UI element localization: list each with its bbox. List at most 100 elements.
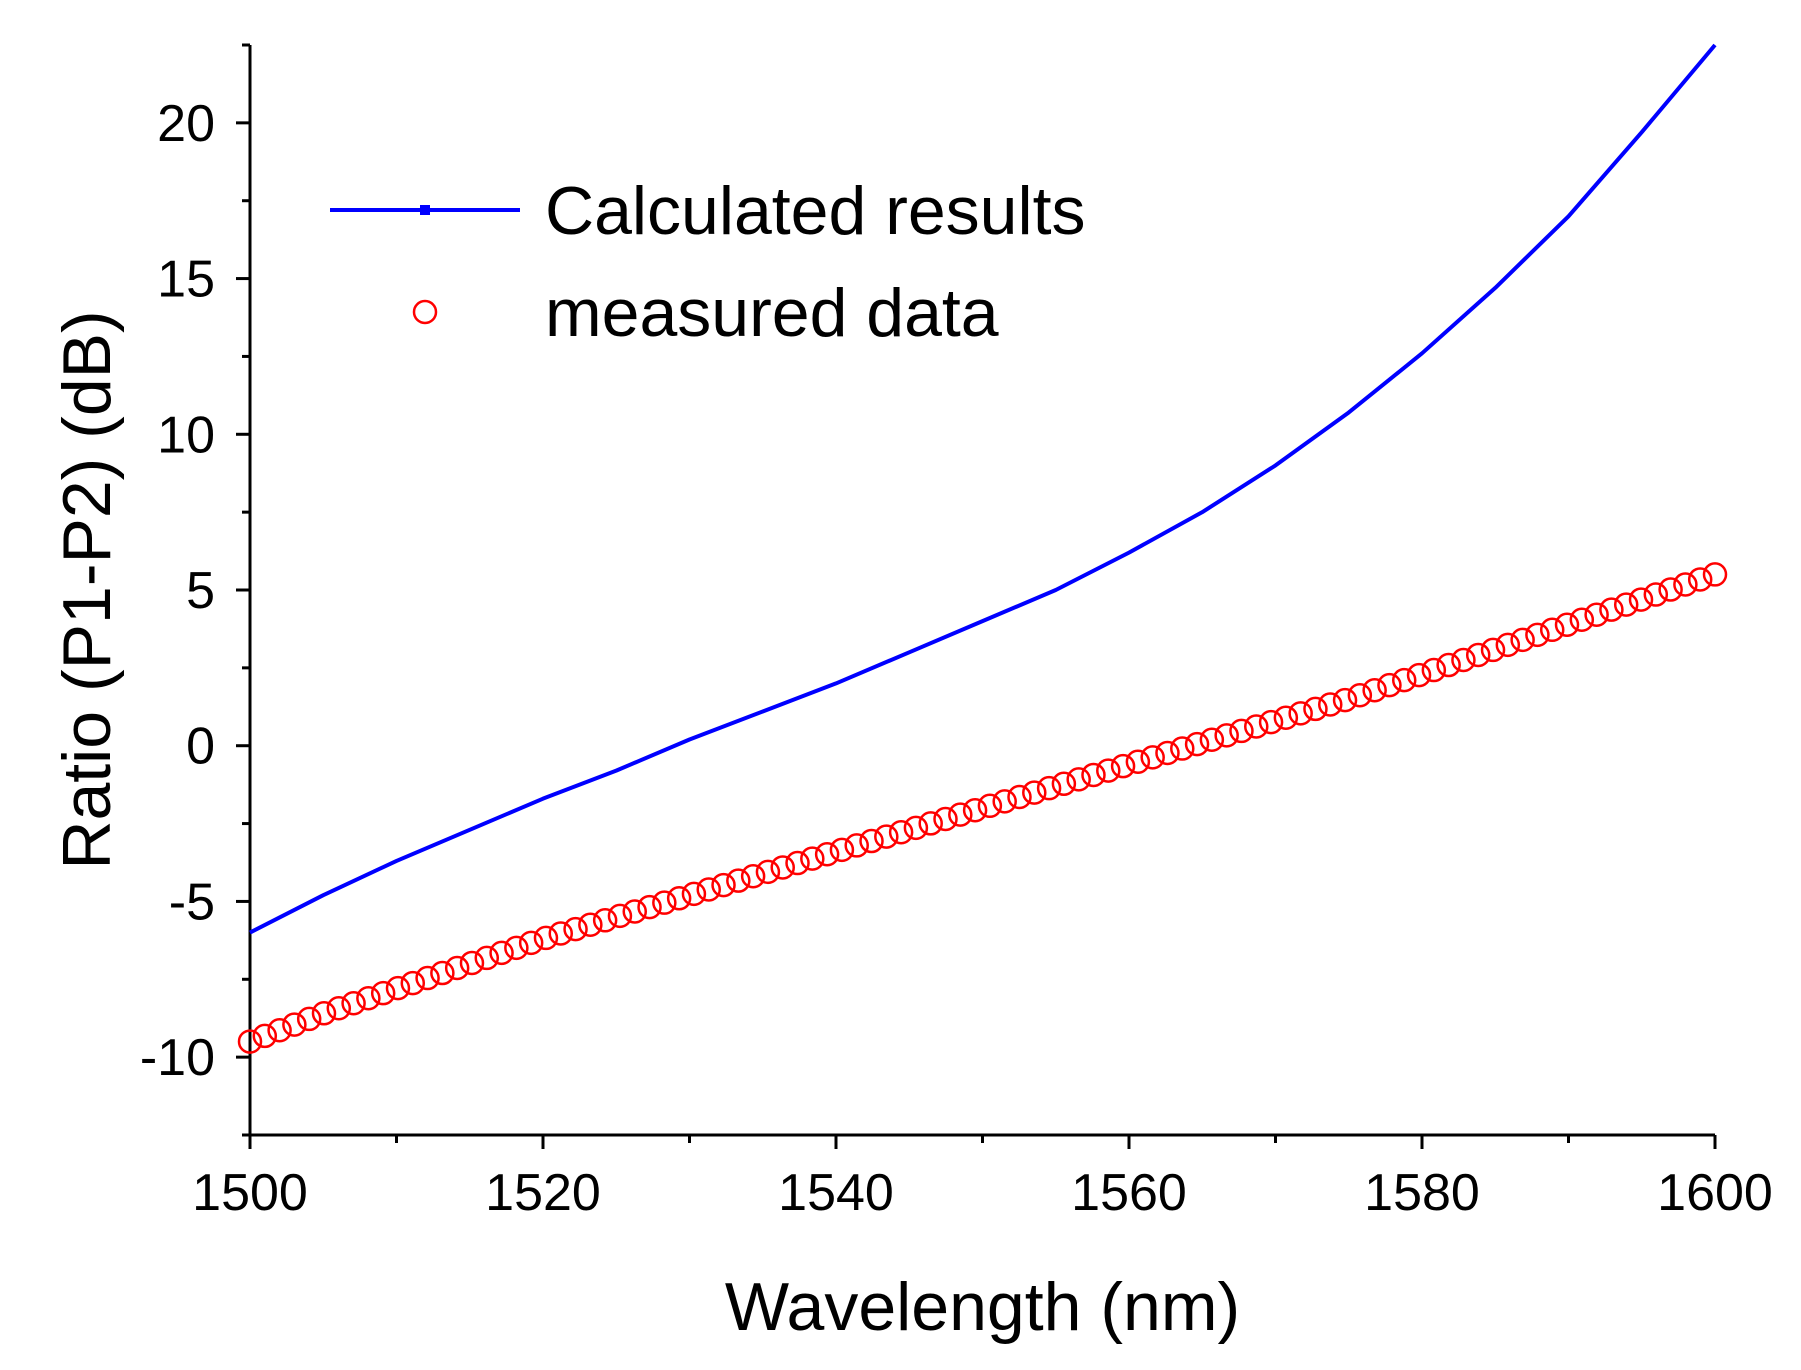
measured-data-point (1244, 714, 1269, 739)
x-tick-label: 1500 (192, 1164, 308, 1222)
measured-data-point (548, 921, 574, 946)
measured-data-point (1391, 667, 1417, 693)
measured-data-point (1140, 745, 1165, 770)
measured-data-point (459, 950, 485, 976)
measured-data-point (1628, 587, 1654, 612)
calculated-results-line (249, 43, 1717, 935)
y-tick-label: 10 (157, 406, 215, 464)
measured-data-point (992, 789, 1017, 814)
measured-data-point (1214, 723, 1239, 748)
measured-data-point (444, 955, 470, 981)
measured-data-point (607, 903, 633, 929)
measured-data-point (770, 855, 795, 880)
measured-data-point (518, 930, 544, 956)
measured-data-point (681, 881, 707, 907)
measured-data-point (903, 815, 929, 841)
measured-data-point (415, 965, 440, 991)
x-axis-label: Wavelength (nm) (725, 1269, 1240, 1345)
measured-data-point (267, 1017, 292, 1043)
measured-data-point (652, 890, 677, 915)
measured-data-point (1495, 632, 1521, 658)
measured-data-point (1199, 727, 1225, 752)
measured-data-point (1125, 749, 1151, 775)
measured-data-point (1184, 731, 1210, 757)
measured-data-point (918, 811, 943, 836)
measured-data-point (1525, 622, 1550, 648)
measured-data-point (1155, 740, 1180, 766)
measured-data-point (1554, 612, 1580, 638)
measured-data-point (252, 1023, 278, 1049)
measured-data-point (1258, 709, 1284, 735)
plot-area (237, 43, 1728, 1054)
measured-data-point (874, 824, 899, 849)
measured-data-point (489, 940, 514, 966)
measured-data-point (666, 886, 692, 911)
measured-data-point (1436, 652, 1461, 678)
measured-data-point (400, 970, 426, 996)
measured-data-point (859, 828, 884, 854)
measured-data-point (755, 859, 781, 885)
measured-data-point (1584, 602, 1609, 627)
measured-data-point (814, 841, 840, 867)
measured-data-point (933, 806, 958, 832)
measured-data-point (740, 864, 766, 889)
measured-data-point (430, 960, 455, 986)
y-tick-label: -10 (140, 1029, 215, 1087)
measured-data-point (356, 985, 381, 1011)
x-tick-label: 1580 (1364, 1164, 1480, 1222)
measured-data-point (1702, 562, 1728, 587)
measured-data-point (829, 837, 855, 863)
measured-data-point (1096, 758, 1121, 783)
measured-data-point (1480, 637, 1506, 663)
measured-data-point (1569, 607, 1595, 632)
measured-data-point (1347, 682, 1373, 708)
measured-data-point (1036, 775, 1062, 801)
measured-data-point (1332, 687, 1358, 713)
measured-data-point (962, 797, 988, 823)
measured-data-point (1377, 672, 1402, 698)
measured-data-point (726, 868, 751, 893)
measured-data-point (533, 925, 559, 951)
legend: Calculated results measured data (330, 173, 1085, 351)
measured-data-point (637, 894, 662, 920)
measured-data-point (844, 833, 869, 858)
measured-data-point (1007, 784, 1032, 810)
y-tick-label: -5 (169, 873, 215, 931)
legend-square-marker (420, 205, 430, 215)
measured-data-point (1643, 582, 1669, 607)
measured-data-point (474, 945, 500, 971)
measured-data-point (1687, 567, 1713, 592)
measured-data-point (1051, 771, 1077, 797)
y-tick-label: 5 (186, 562, 215, 620)
measured-data-point (1539, 617, 1565, 643)
measured-data-point (1510, 627, 1535, 653)
legend-label-calculated: Calculated results (545, 173, 1085, 249)
measured-data-point (1273, 705, 1299, 730)
measured-data-point (1658, 577, 1683, 602)
measured-data-point (696, 877, 721, 902)
x-tick-label: 1540 (778, 1164, 894, 1222)
y-tick-label: 15 (157, 251, 215, 309)
measured-data-point (1318, 692, 1343, 717)
measured-data-point (1406, 662, 1432, 688)
measured-data-point (1081, 762, 1106, 788)
measured-data-point (1465, 642, 1491, 668)
x-tick-label: 1520 (485, 1164, 601, 1222)
measured-data-point (711, 872, 736, 898)
measured-data-point (296, 1006, 322, 1032)
measured-data-point (948, 802, 973, 827)
y-tick-label: 20 (157, 95, 215, 153)
x-tick-label: 1560 (1071, 1164, 1187, 1222)
measured-data-point (1303, 696, 1328, 722)
measured-data-point (888, 819, 914, 845)
measured-data-point (563, 916, 588, 942)
measured-data-point (1229, 718, 1254, 744)
measured-data-point (977, 793, 1003, 819)
measured-data-point (592, 908, 618, 933)
measured-data-point (578, 912, 603, 937)
x-tick-label: 1600 (1657, 1164, 1773, 1222)
measured-data-point (1110, 753, 1136, 779)
measured-data-point (785, 850, 810, 876)
legend-label-measured: measured data (545, 275, 999, 351)
